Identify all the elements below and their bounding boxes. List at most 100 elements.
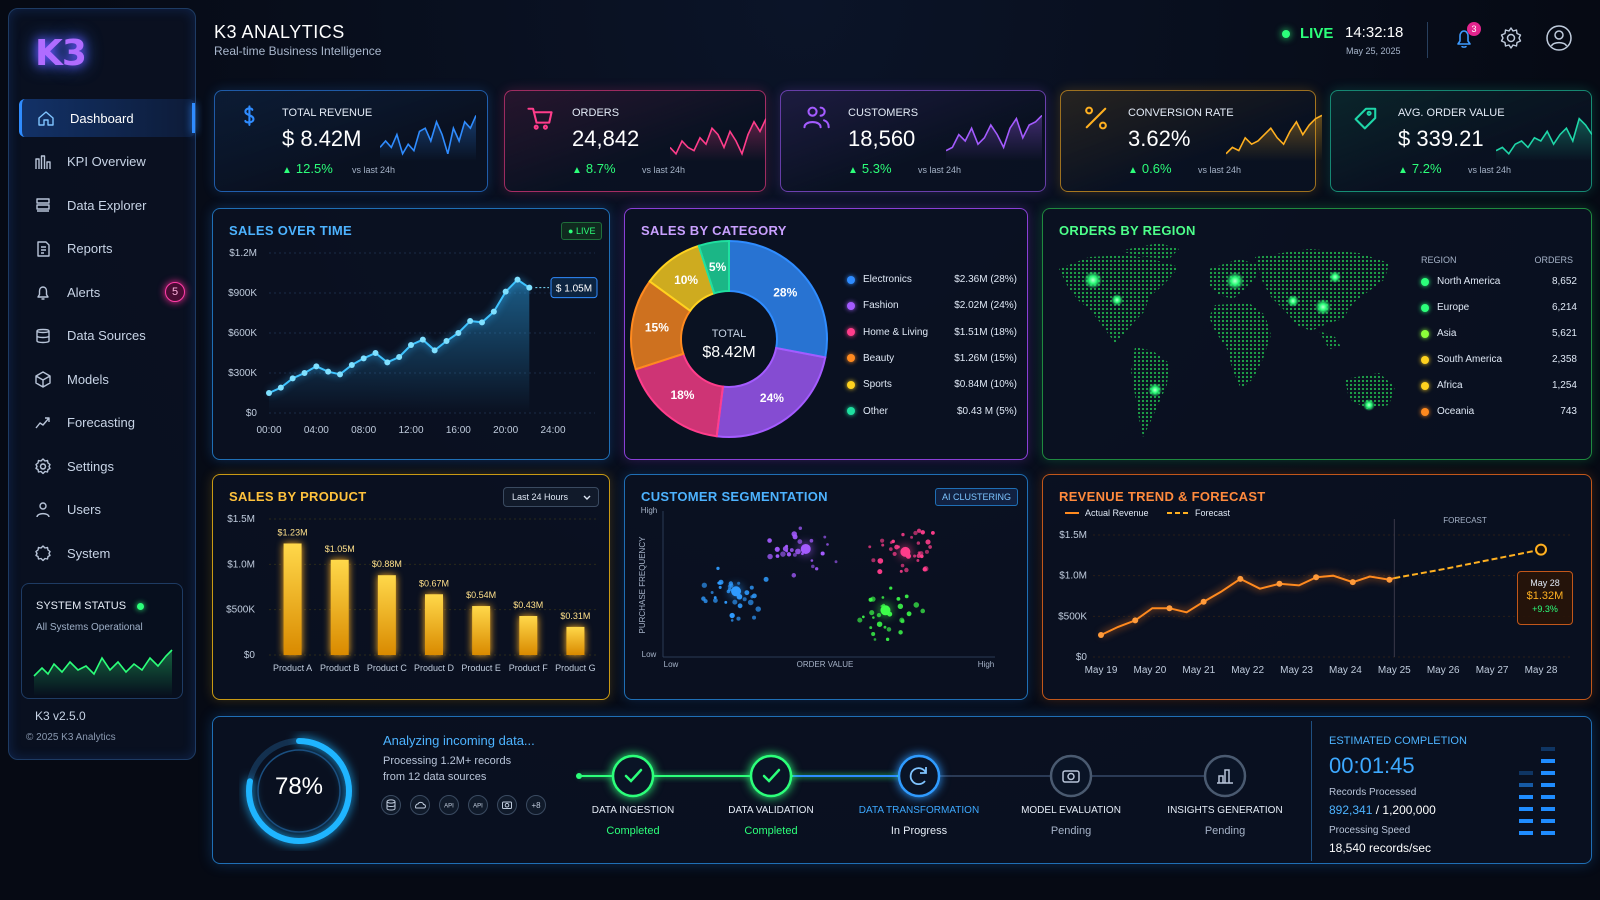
api-icon[interactable]: API bbox=[439, 795, 459, 815]
legend-item[interactable]: Home & Living $1.51M (18%) bbox=[847, 327, 1017, 338]
sales-point[interactable] bbox=[431, 347, 438, 354]
actual-point[interactable] bbox=[1237, 575, 1244, 582]
kpi-card-avg-order-value[interactable]: AVG. ORDER VALUE $ 339.21 ▲ 7.2% vs last 24h bbox=[1330, 90, 1592, 192]
sales-point[interactable] bbox=[455, 330, 462, 336]
region-row[interactable]: Asia 5,621 bbox=[1421, 328, 1577, 339]
kpi-card-total-revenue[interactable]: TOTAL REVENUE $ 8.42M ▲ 12.5% vs last 24h bbox=[214, 90, 488, 192]
legend-item[interactable]: Electronics $2.36M (28%) bbox=[847, 274, 1017, 285]
gear-icon[interactable] bbox=[1497, 24, 1525, 52]
region-row[interactable]: Africa 1,254 bbox=[1421, 380, 1577, 391]
sidebar-item-forecasting[interactable]: Forecasting bbox=[19, 404, 195, 442]
sidebar-item-reports[interactable]: Reports bbox=[19, 230, 195, 268]
time-range-dropdown[interactable]: Last 24 Hours bbox=[503, 487, 599, 507]
api-icon[interactable]: API bbox=[468, 795, 488, 815]
cluster-center[interactable] bbox=[800, 543, 811, 554]
sales-point[interactable] bbox=[325, 368, 332, 375]
legend-item[interactable]: Other $0.43 M (5%) bbox=[847, 406, 1017, 417]
step-node[interactable] bbox=[1049, 754, 1093, 798]
sidebar-item-settings[interactable]: Settings bbox=[19, 447, 195, 485]
category-slice[interactable] bbox=[728, 239, 828, 359]
actual-point[interactable] bbox=[1098, 632, 1104, 639]
region-row[interactable]: Oceania 743 bbox=[1421, 406, 1577, 417]
map-pin[interactable] bbox=[1287, 295, 1299, 307]
sidebar-item-kpi-overview[interactable]: KPI Overview bbox=[19, 143, 195, 181]
sales-point[interactable] bbox=[289, 375, 296, 382]
sidebar-item-system[interactable]: System bbox=[19, 534, 195, 572]
sidebar-item-data-sources[interactable]: Data Sources bbox=[19, 317, 195, 355]
map-pin[interactable] bbox=[1111, 294, 1123, 306]
user-avatar-icon[interactable] bbox=[1545, 24, 1573, 52]
kpi-card-customers[interactable]: CUSTOMERS 18,560 ▲ 5.3% vs last 24h bbox=[780, 90, 1046, 192]
sales-point[interactable] bbox=[313, 363, 320, 370]
customer-point bbox=[898, 630, 903, 635]
sales-point[interactable] bbox=[526, 284, 533, 291]
map-pin[interactable] bbox=[1329, 271, 1341, 283]
bell-icon[interactable] bbox=[1450, 24, 1478, 52]
x-tick-label: May 23 bbox=[1280, 665, 1313, 676]
more-sources-button[interactable]: +8 bbox=[526, 795, 546, 815]
category-slice[interactable] bbox=[697, 239, 730, 295]
actual-point[interactable] bbox=[1166, 605, 1173, 612]
sales-point[interactable] bbox=[396, 354, 403, 360]
product-bar[interactable] bbox=[377, 575, 396, 655]
sales-point[interactable] bbox=[419, 336, 426, 343]
sales-point[interactable] bbox=[384, 359, 391, 366]
actual-point[interactable] bbox=[1349, 579, 1356, 586]
product-bar[interactable] bbox=[566, 626, 585, 655]
map-pin[interactable] bbox=[1084, 271, 1102, 289]
region-row[interactable]: Europe 6,214 bbox=[1421, 302, 1577, 313]
cluster-center[interactable] bbox=[731, 586, 742, 597]
sales-point[interactable] bbox=[372, 350, 379, 356]
forecast-endpoint[interactable] bbox=[1535, 543, 1547, 556]
sales-point[interactable] bbox=[301, 370, 308, 376]
sales-point[interactable] bbox=[467, 318, 474, 324]
product-bar[interactable] bbox=[425, 594, 443, 655]
map-pin[interactable] bbox=[1363, 399, 1375, 411]
map-pin[interactable] bbox=[1226, 272, 1244, 290]
product-bar[interactable] bbox=[330, 559, 349, 655]
map-pin[interactable] bbox=[1315, 299, 1331, 315]
step-node[interactable] bbox=[611, 754, 655, 798]
kpi-card-conversion-rate[interactable]: CONVERSION RATE 3.62% ▲ 0.6% vs last 24h bbox=[1060, 90, 1322, 192]
sidebar-item-models[interactable]: Models bbox=[19, 360, 195, 398]
sales-point[interactable] bbox=[490, 308, 497, 315]
legend-item[interactable]: Sports $0.84M (10%) bbox=[847, 379, 1017, 390]
actual-point[interactable] bbox=[1276, 580, 1283, 587]
product-bar[interactable] bbox=[472, 606, 491, 655]
product-bar[interactable] bbox=[283, 543, 302, 655]
category-slice[interactable] bbox=[715, 346, 827, 438]
sidebar-item-dashboard[interactable]: Dashboard bbox=[19, 99, 195, 137]
actual-point[interactable] bbox=[1200, 598, 1207, 605]
kpi-card-orders[interactable]: ORDERS 24,842 ▲ 8.7% vs last 24h bbox=[504, 90, 766, 192]
cloud-icon[interactable] bbox=[410, 795, 430, 815]
region-row[interactable]: North America 8,652 bbox=[1421, 276, 1577, 287]
sales-point[interactable] bbox=[514, 276, 521, 283]
region-row[interactable]: South America 2,358 bbox=[1421, 354, 1577, 365]
actual-point[interactable] bbox=[1132, 617, 1139, 624]
sales-point[interactable] bbox=[348, 362, 355, 368]
sidebar-item-data-explorer[interactable]: Data Explorer bbox=[19, 186, 195, 224]
product-bar[interactable] bbox=[519, 616, 538, 655]
database-icon[interactable] bbox=[381, 795, 401, 815]
legend-item[interactable]: Beauty $1.26M (15%) bbox=[847, 353, 1017, 364]
sales-point[interactable] bbox=[502, 288, 509, 295]
step-node[interactable] bbox=[749, 754, 793, 798]
actual-point[interactable] bbox=[1386, 576, 1393, 583]
map-pin[interactable] bbox=[1148, 383, 1162, 397]
app-logo[interactable]: K3 bbox=[35, 33, 87, 74]
sales-point[interactable] bbox=[337, 371, 343, 378]
sidebar-item-alerts[interactable]: Alerts 5 bbox=[19, 273, 195, 311]
legend-item[interactable]: Fashion $2.02M (24%) bbox=[847, 300, 1017, 311]
sidebar-item-users[interactable]: Users bbox=[19, 491, 195, 529]
legend-swatch bbox=[847, 328, 855, 337]
sales-point[interactable] bbox=[408, 342, 414, 348]
sales-point[interactable] bbox=[360, 355, 367, 362]
step-node[interactable] bbox=[897, 754, 941, 798]
customer-point bbox=[876, 621, 883, 627]
sales-point[interactable] bbox=[479, 319, 485, 326]
sales-point[interactable] bbox=[277, 384, 284, 391]
camera-icon[interactable] bbox=[497, 795, 517, 815]
actual-point[interactable] bbox=[1313, 574, 1320, 581]
sales-point[interactable] bbox=[266, 390, 272, 396]
sales-point[interactable] bbox=[443, 338, 450, 344]
